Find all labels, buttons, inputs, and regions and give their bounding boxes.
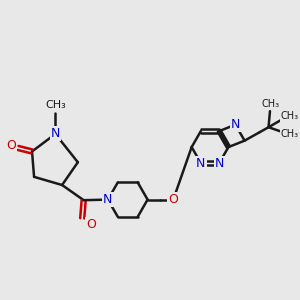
Text: CH₃: CH₃ [280, 111, 298, 121]
Text: O: O [168, 193, 178, 206]
Text: O: O [6, 139, 16, 152]
Text: CH₃: CH₃ [280, 129, 298, 139]
Text: N: N [231, 118, 240, 131]
Text: N: N [196, 157, 206, 169]
Text: CH₃: CH₃ [45, 100, 66, 110]
Text: CH₃: CH₃ [262, 99, 280, 109]
Text: N: N [214, 157, 224, 169]
Text: N: N [51, 128, 60, 140]
Text: O: O [86, 218, 96, 231]
Text: N: N [103, 193, 112, 206]
